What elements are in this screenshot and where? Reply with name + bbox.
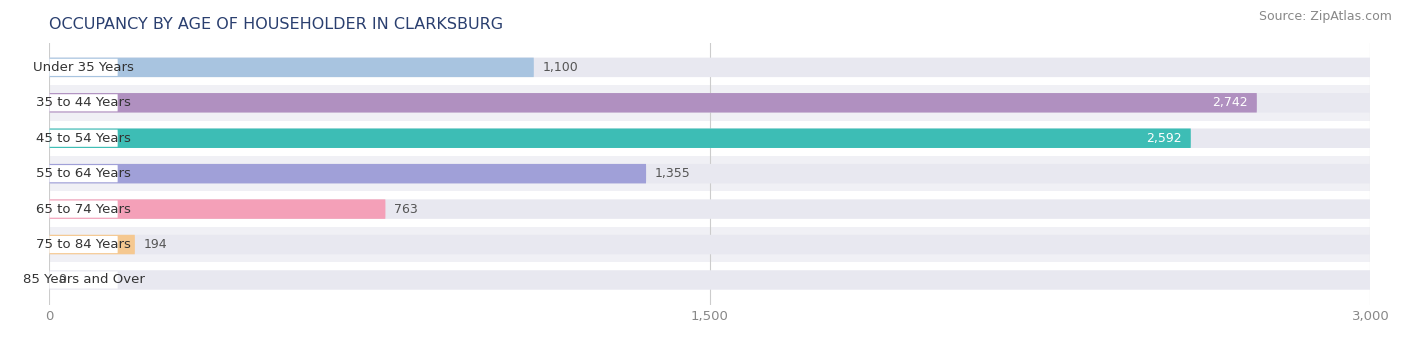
FancyBboxPatch shape xyxy=(49,156,1371,191)
Text: 45 to 54 Years: 45 to 54 Years xyxy=(37,132,131,145)
FancyBboxPatch shape xyxy=(49,201,118,218)
FancyBboxPatch shape xyxy=(49,165,118,182)
Text: 2,742: 2,742 xyxy=(1212,96,1249,109)
FancyBboxPatch shape xyxy=(49,227,1371,262)
FancyBboxPatch shape xyxy=(49,93,1257,113)
FancyBboxPatch shape xyxy=(49,235,1371,254)
Text: Source: ZipAtlas.com: Source: ZipAtlas.com xyxy=(1258,10,1392,23)
Text: 85 Years and Over: 85 Years and Over xyxy=(22,273,145,287)
FancyBboxPatch shape xyxy=(49,85,1371,120)
Text: 194: 194 xyxy=(143,238,167,251)
Text: 35 to 44 Years: 35 to 44 Years xyxy=(37,96,131,109)
FancyBboxPatch shape xyxy=(49,129,1191,148)
Text: OCCUPANCY BY AGE OF HOUSEHOLDER IN CLARKSBURG: OCCUPANCY BY AGE OF HOUSEHOLDER IN CLARK… xyxy=(49,17,503,32)
FancyBboxPatch shape xyxy=(49,271,118,289)
FancyBboxPatch shape xyxy=(49,199,385,219)
FancyBboxPatch shape xyxy=(49,129,1371,148)
Text: 75 to 84 Years: 75 to 84 Years xyxy=(37,238,131,251)
FancyBboxPatch shape xyxy=(49,235,135,254)
Text: Under 35 Years: Under 35 Years xyxy=(34,61,134,74)
Text: 55 to 64 Years: 55 to 64 Years xyxy=(37,167,131,180)
FancyBboxPatch shape xyxy=(49,93,1371,113)
Text: 1,100: 1,100 xyxy=(543,61,578,74)
FancyBboxPatch shape xyxy=(49,270,1371,290)
FancyBboxPatch shape xyxy=(49,236,118,253)
FancyBboxPatch shape xyxy=(49,94,118,112)
FancyBboxPatch shape xyxy=(49,164,647,183)
Text: 763: 763 xyxy=(394,203,418,216)
Text: 0: 0 xyxy=(58,273,66,287)
FancyBboxPatch shape xyxy=(49,59,118,76)
FancyBboxPatch shape xyxy=(49,164,1371,183)
FancyBboxPatch shape xyxy=(49,199,1371,219)
Text: 2,592: 2,592 xyxy=(1146,132,1182,145)
FancyBboxPatch shape xyxy=(49,57,534,77)
FancyBboxPatch shape xyxy=(49,57,1371,77)
Text: 1,355: 1,355 xyxy=(655,167,690,180)
FancyBboxPatch shape xyxy=(49,130,118,147)
Text: 65 to 74 Years: 65 to 74 Years xyxy=(37,203,131,216)
